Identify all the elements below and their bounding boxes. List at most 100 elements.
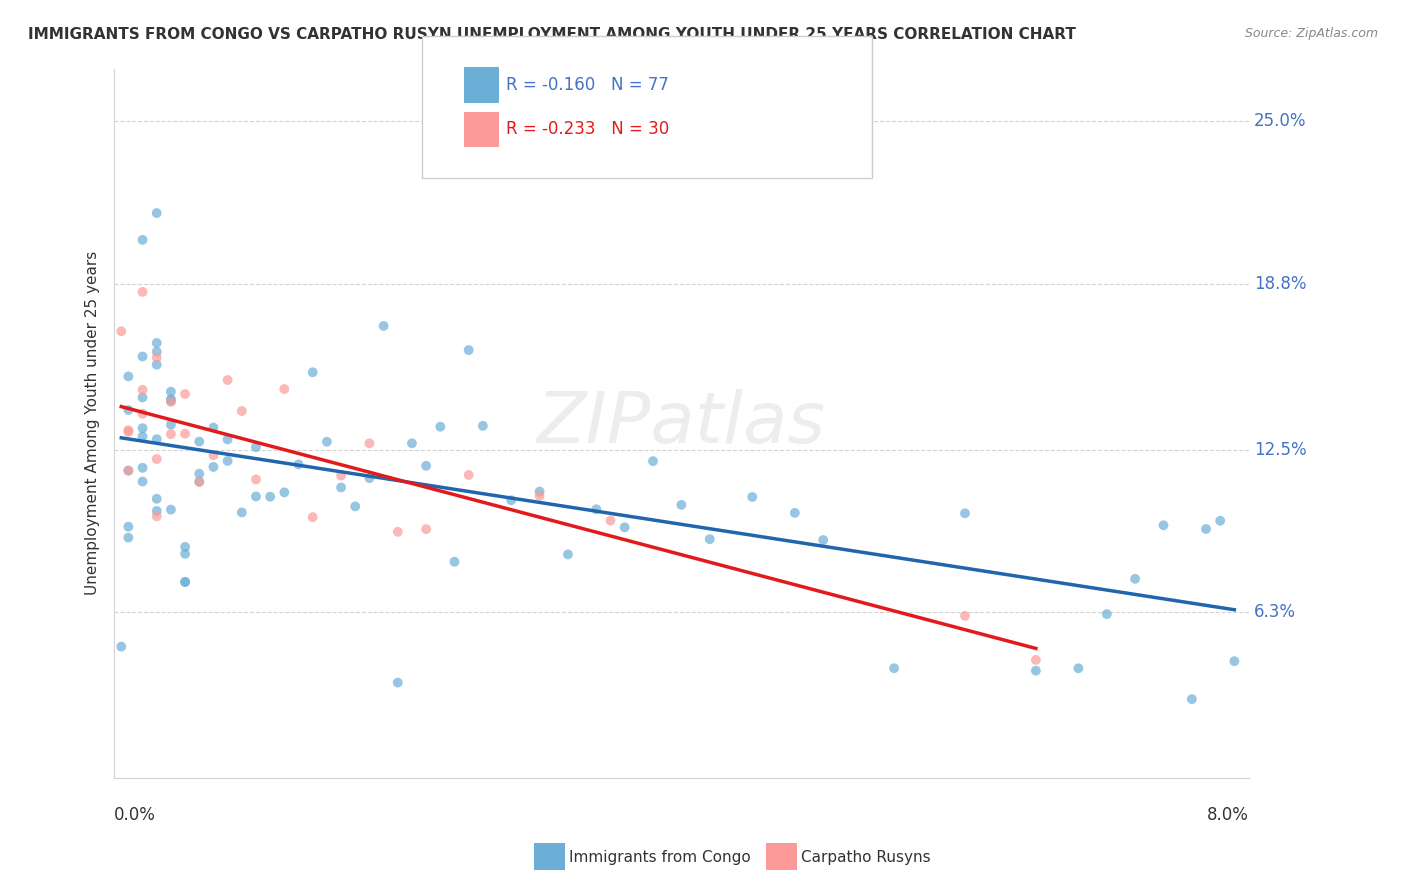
Carpatho Rusyns (145, 509, 167, 524)
Immigrants from Congo (671, 498, 693, 512)
Text: IMMIGRANTS FROM CONGO VS CARPATHO RUSYN UNEMPLOYMENT AMONG YOUTH UNDER 25 YEARS : IMMIGRANTS FROM CONGO VS CARPATHO RUSYN … (28, 27, 1076, 42)
Carpatho Rusyns (301, 510, 323, 524)
Immigrants from Congo (471, 418, 494, 433)
Immigrants from Congo (883, 661, 905, 675)
Immigrants from Congo (131, 421, 153, 435)
Carpatho Rusyns (174, 426, 197, 441)
Carpatho Rusyns (330, 468, 353, 483)
Immigrants from Congo (429, 419, 451, 434)
Carpatho Rusyns (599, 514, 621, 528)
Carpatho Rusyns (202, 448, 225, 462)
Immigrants from Congo (131, 350, 153, 364)
Immigrants from Congo (245, 490, 267, 504)
Immigrants from Congo (1095, 607, 1118, 621)
Text: Carpatho Rusyns: Carpatho Rusyns (801, 850, 931, 864)
Carpatho Rusyns (415, 522, 437, 536)
Immigrants from Congo (145, 432, 167, 446)
Carpatho Rusyns (217, 373, 239, 387)
Carpatho Rusyns (387, 524, 409, 539)
Immigrants from Congo (110, 640, 132, 654)
Immigrants from Congo (217, 433, 239, 447)
Immigrants from Congo (699, 532, 721, 546)
Text: 18.8%: 18.8% (1254, 275, 1306, 293)
Carpatho Rusyns (273, 382, 295, 396)
Carpatho Rusyns (117, 423, 139, 437)
Immigrants from Congo (344, 500, 367, 514)
Text: 12.5%: 12.5% (1254, 441, 1306, 458)
Immigrants from Congo (188, 467, 211, 481)
Carpatho Rusyns (160, 427, 183, 442)
Immigrants from Congo (1123, 572, 1146, 586)
Immigrants from Congo (330, 481, 353, 495)
Immigrants from Congo (231, 505, 253, 519)
Text: R = -0.233   N = 30: R = -0.233 N = 30 (506, 120, 669, 138)
Immigrants from Congo (783, 506, 806, 520)
Text: Immigrants from Congo: Immigrants from Congo (569, 850, 751, 864)
Immigrants from Congo (160, 392, 183, 406)
Immigrants from Congo (131, 475, 153, 489)
Immigrants from Congo (160, 417, 183, 432)
Immigrants from Congo (145, 206, 167, 220)
Immigrants from Congo (245, 440, 267, 454)
Immigrants from Congo (301, 365, 323, 379)
Immigrants from Congo (287, 458, 309, 472)
Immigrants from Congo (457, 343, 479, 357)
Immigrants from Congo (641, 454, 664, 468)
Immigrants from Congo (613, 520, 636, 534)
Immigrants from Congo (174, 540, 197, 554)
Text: 0.0%: 0.0% (114, 806, 156, 824)
Immigrants from Congo (145, 344, 167, 359)
Carpatho Rusyns (231, 404, 253, 418)
Carpatho Rusyns (110, 324, 132, 338)
Immigrants from Congo (1153, 518, 1175, 533)
Immigrants from Congo (117, 531, 139, 545)
Carpatho Rusyns (1025, 653, 1047, 667)
Immigrants from Congo (202, 459, 225, 474)
Immigrants from Congo (160, 393, 183, 408)
Immigrants from Congo (315, 434, 337, 449)
Carpatho Rusyns (131, 407, 153, 421)
Immigrants from Congo (174, 547, 197, 561)
Immigrants from Congo (401, 436, 423, 450)
Carpatho Rusyns (117, 425, 139, 439)
Immigrants from Congo (259, 490, 281, 504)
Text: 6.3%: 6.3% (1254, 604, 1296, 622)
Immigrants from Congo (811, 533, 834, 547)
Immigrants from Congo (953, 506, 976, 520)
Immigrants from Congo (557, 548, 579, 562)
Immigrants from Congo (1025, 664, 1047, 678)
Immigrants from Congo (174, 575, 197, 590)
Immigrants from Congo (359, 471, 381, 485)
Carpatho Rusyns (131, 383, 153, 397)
Carpatho Rusyns (245, 473, 267, 487)
Immigrants from Congo (174, 574, 197, 589)
Immigrants from Congo (160, 384, 183, 399)
Immigrants from Congo (273, 485, 295, 500)
Immigrants from Congo (117, 403, 139, 417)
Carpatho Rusyns (529, 489, 551, 503)
Immigrants from Congo (188, 475, 211, 489)
Text: 8.0%: 8.0% (1206, 806, 1249, 824)
Immigrants from Congo (1181, 692, 1204, 706)
Carpatho Rusyns (188, 475, 211, 489)
Immigrants from Congo (131, 391, 153, 405)
Immigrants from Congo (145, 491, 167, 506)
Immigrants from Congo (1195, 522, 1218, 536)
Immigrants from Congo (217, 454, 239, 468)
Carpatho Rusyns (131, 285, 153, 299)
Y-axis label: Unemployment Among Youth under 25 years: Unemployment Among Youth under 25 years (86, 252, 100, 595)
Text: 25.0%: 25.0% (1254, 112, 1306, 130)
Immigrants from Congo (1067, 661, 1090, 675)
Carpatho Rusyns (145, 452, 167, 467)
Immigrants from Congo (117, 369, 139, 384)
Immigrants from Congo (373, 318, 395, 333)
Immigrants from Congo (529, 484, 551, 499)
Immigrants from Congo (443, 555, 465, 569)
Immigrants from Congo (585, 502, 607, 516)
Immigrants from Congo (188, 434, 211, 449)
Carpatho Rusyns (457, 467, 479, 482)
Immigrants from Congo (387, 675, 409, 690)
Text: R = -0.160   N = 77: R = -0.160 N = 77 (506, 76, 669, 94)
Carpatho Rusyns (953, 608, 976, 623)
Immigrants from Congo (202, 420, 225, 434)
